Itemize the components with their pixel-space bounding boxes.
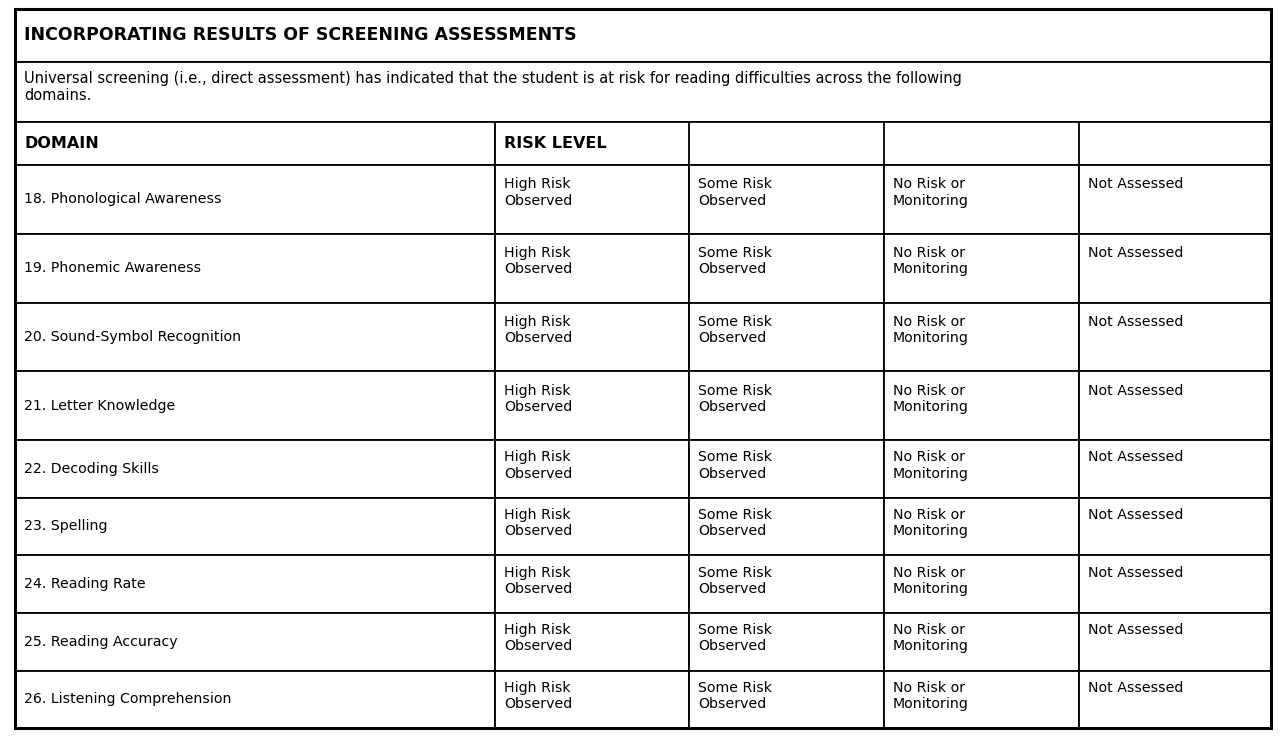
Text: Not Assessed: Not Assessed [1088, 624, 1183, 638]
Bar [495, 122, 1271, 165]
Bar [495, 440, 689, 497]
Bar [1079, 371, 1271, 440]
Bar [689, 497, 883, 555]
Bar [689, 613, 883, 671]
Bar [689, 371, 883, 440]
Bar [15, 122, 495, 165]
Text: 23. Spelling: 23. Spelling [24, 520, 108, 534]
Text: 20. Sound-Symbol Recognition: 20. Sound-Symbol Recognition [24, 330, 242, 344]
Bar [495, 497, 689, 555]
Bar [689, 555, 883, 613]
Text: High Risk
Observed: High Risk Observed [504, 566, 572, 596]
Text: Some Risk
Observed: Some Risk Observed [698, 384, 773, 414]
Bar [1079, 303, 1271, 371]
Text: High Risk
Observed: High Risk Observed [504, 450, 572, 481]
Text: No Risk or
Monitoring: No Risk or Monitoring [892, 681, 968, 711]
Bar [15, 613, 495, 671]
Bar [15, 671, 495, 728]
Bar [1079, 671, 1271, 728]
Text: Not Assessed: Not Assessed [1088, 508, 1183, 522]
Text: Some Risk
Observed: Some Risk Observed [698, 681, 773, 711]
Text: High Risk
Observed: High Risk Observed [504, 178, 572, 208]
Bar [15, 303, 495, 371]
Text: Some Risk
Observed: Some Risk Observed [698, 450, 773, 481]
Text: High Risk
Observed: High Risk Observed [504, 508, 572, 538]
Text: Not Assessed: Not Assessed [1088, 246, 1183, 260]
Text: 25. Reading Accuracy: 25. Reading Accuracy [24, 635, 177, 649]
Text: Not Assessed: Not Assessed [1088, 566, 1183, 580]
Bar [883, 613, 1079, 671]
Text: Not Assessed: Not Assessed [1088, 384, 1183, 398]
Bar [495, 613, 689, 671]
Bar [1079, 165, 1271, 234]
Bar [883, 165, 1079, 234]
Text: Some Risk
Observed: Some Risk Observed [698, 508, 773, 538]
Bar [883, 303, 1079, 371]
Bar [883, 671, 1079, 728]
Text: No Risk or
Monitoring: No Risk or Monitoring [892, 566, 968, 596]
Text: Universal screening (i.e., direct assessment) has indicated that the student is : Universal screening (i.e., direct assess… [24, 71, 962, 103]
Bar [1079, 440, 1271, 497]
Bar [883, 555, 1079, 613]
Bar [1079, 613, 1271, 671]
Bar [495, 165, 689, 234]
Text: No Risk or
Monitoring: No Risk or Monitoring [892, 384, 968, 414]
Bar [689, 303, 883, 371]
Text: High Risk
Observed: High Risk Observed [504, 624, 572, 654]
Text: High Risk
Observed: High Risk Observed [504, 384, 572, 414]
Bar [15, 62, 1271, 122]
Bar [15, 165, 495, 234]
Text: DOMAIN: DOMAIN [24, 136, 99, 151]
Text: No Risk or
Monitoring: No Risk or Monitoring [892, 450, 968, 481]
Bar [495, 371, 689, 440]
Bar [15, 9, 1271, 62]
Bar [883, 371, 1079, 440]
Bar [883, 440, 1079, 497]
Text: Not Assessed: Not Assessed [1088, 315, 1183, 329]
Bar [495, 303, 689, 371]
Bar [15, 234, 495, 303]
Bar [1079, 234, 1271, 303]
Text: High Risk
Observed: High Risk Observed [504, 315, 572, 345]
Text: INCORPORATING RESULTS OF SCREENING ASSESSMENTS: INCORPORATING RESULTS OF SCREENING ASSES… [24, 27, 577, 44]
Bar [495, 234, 689, 303]
Bar [495, 671, 689, 728]
Bar [15, 497, 495, 555]
Text: No Risk or
Monitoring: No Risk or Monitoring [892, 246, 968, 276]
Bar [883, 497, 1079, 555]
Text: 26. Listening Comprehension: 26. Listening Comprehension [24, 692, 231, 706]
Bar [15, 555, 495, 613]
Text: 24. Reading Rate: 24. Reading Rate [24, 577, 147, 591]
Bar [15, 440, 495, 497]
Text: RISK LEVEL: RISK LEVEL [504, 136, 607, 151]
Text: High Risk
Observed: High Risk Observed [504, 246, 572, 276]
Bar [689, 671, 883, 728]
Bar [689, 165, 883, 234]
Bar [689, 440, 883, 497]
Bar [883, 234, 1079, 303]
Text: No Risk or
Monitoring: No Risk or Monitoring [892, 508, 968, 538]
Text: 22. Decoding Skills: 22. Decoding Skills [24, 462, 159, 476]
Text: Not Assessed: Not Assessed [1088, 681, 1183, 695]
Text: Not Assessed: Not Assessed [1088, 450, 1183, 464]
Text: Some Risk
Observed: Some Risk Observed [698, 178, 773, 208]
Text: 19. Phonemic Awareness: 19. Phonemic Awareness [24, 261, 202, 275]
Text: Some Risk
Observed: Some Risk Observed [698, 624, 773, 654]
Text: Some Risk
Observed: Some Risk Observed [698, 315, 773, 345]
Bar [1079, 555, 1271, 613]
Text: High Risk
Observed: High Risk Observed [504, 681, 572, 711]
Text: Not Assessed: Not Assessed [1088, 178, 1183, 192]
Text: No Risk or
Monitoring: No Risk or Monitoring [892, 178, 968, 208]
Text: No Risk or
Monitoring: No Risk or Monitoring [892, 624, 968, 654]
Text: 21. Letter Knowledge: 21. Letter Knowledge [24, 399, 176, 413]
Text: 18. Phonological Awareness: 18. Phonological Awareness [24, 192, 222, 206]
Text: Some Risk
Observed: Some Risk Observed [698, 246, 773, 276]
Bar [689, 234, 883, 303]
Bar [1079, 497, 1271, 555]
Bar [15, 371, 495, 440]
Bar [495, 555, 689, 613]
Text: No Risk or
Monitoring: No Risk or Monitoring [892, 315, 968, 345]
Text: Some Risk
Observed: Some Risk Observed [698, 566, 773, 596]
